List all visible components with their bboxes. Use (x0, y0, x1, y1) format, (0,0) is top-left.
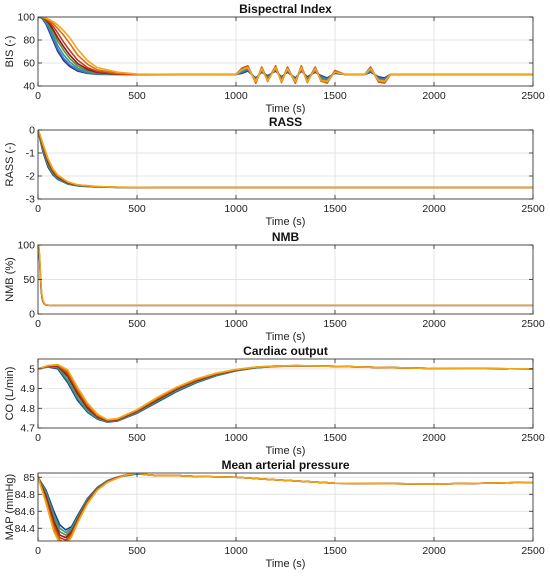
mean-arterial-pressure-xtick-label: 500 (128, 545, 146, 557)
cardiac-output-xtick-label: 1000 (224, 432, 248, 444)
cardiac-output-xtick-label: 2500 (521, 432, 545, 444)
nmb-xtick-label: 1500 (323, 318, 347, 330)
cardiac-output-title: Cardiac output (243, 344, 328, 358)
mean-arterial-pressure-xtick-label: 2500 (521, 545, 545, 557)
bispectral-index-xtick-label: 0 (35, 90, 41, 102)
cardiac-output-series-line-7 (38, 363, 533, 421)
rass-panel: 0 500 1000 1500 2000 2500 -3 -2 -1 0 RASS Time (s) R… (4, 115, 545, 228)
rass-ytick-label: 0 (29, 125, 35, 137)
nmb-series-line-3 (38, 245, 533, 307)
bispectral-index-series-line-8 (38, 17, 533, 83)
mean-arterial-pressure-xlabel: Time (s) (266, 558, 306, 570)
rass-series-group (38, 130, 533, 189)
cardiac-output-axes-frame (37, 358, 534, 429)
nmb-ytick-label: 50 (23, 274, 35, 286)
mean-arterial-pressure-ytick-label: 85 (23, 472, 35, 484)
mean-arterial-pressure-xtick-label: 2000 (422, 545, 446, 557)
bispectral-index-panel: 0 500 1000 1500 2000 2500 40 60 80 100 Bispectral … (4, 2, 545, 115)
bispectral-index-xtick-label: 500 (128, 90, 146, 102)
nmb-xtick-label: 2500 (521, 318, 545, 330)
mean-arterial-pressure-title: Mean arterial pressure (221, 458, 349, 472)
mean-arterial-pressure-series-line-7 (38, 473, 533, 541)
bispectral-index-xtick-label: 2500 (521, 90, 545, 102)
rass-ytick-label: -1 (26, 148, 35, 160)
bispectral-index-plot-area (38, 17, 533, 86)
cardiac-output-ylabel: CO (L/min) (4, 367, 16, 421)
rass-series-line-6 (38, 130, 533, 189)
bispectral-index-xtick-label: 1500 (323, 90, 347, 102)
cardiac-output-panel: 0 500 1000 1500 2000 2500 4.7 4.8 4.9 5 Cardiac ou… (4, 344, 545, 457)
nmb-ylabel: NMB (%) (4, 257, 16, 302)
cardiac-output-ytick-label: 4.9 (20, 383, 35, 395)
nmb-xtick-label: 1000 (224, 318, 248, 330)
bispectral-index-ytick-label: 80 (23, 35, 35, 47)
rass-xtick-label: 2000 (422, 203, 446, 215)
mean-arterial-pressure-xtick-label: 1000 (224, 545, 248, 557)
mean-arterial-pressure-ylabel: MAP (mmHg) (4, 474, 16, 540)
mean-arterial-pressure-ytick-label: 84.4 (15, 523, 36, 535)
rass-xtick-label: 1000 (224, 203, 248, 215)
bispectral-index-xlabel: Time (s) (266, 103, 306, 115)
nmb-xtick-label: 2000 (422, 318, 446, 330)
mean-arterial-pressure-panel: 0 500 1000 1500 2000 2500 84.4 84.6 84.8 85 Mean a… (4, 458, 545, 570)
bispectral-index-series-group (38, 17, 533, 84)
bispectral-index-axes-frame (37, 16, 534, 87)
mean-arterial-pressure-ytick-label: 84.8 (15, 489, 36, 501)
mean-arterial-pressure-xtick-label: 1500 (323, 545, 347, 557)
nmb-xlabel: Time (s) (266, 331, 306, 343)
rass-ytick-label: -2 (26, 171, 35, 183)
rass-ytick-label: -3 (26, 194, 35, 206)
nmb-title: NMB (272, 230, 300, 244)
bispectral-index-ytick-label: 100 (17, 12, 35, 24)
rass-xtick-label: 1500 (323, 203, 347, 215)
rass-xlabel: Time (s) (266, 216, 306, 228)
bispectral-index-xtick-label: 2000 (422, 90, 446, 102)
mean-arterial-pressure-ytick-label: 84.6 (15, 506, 36, 518)
cardiac-output-xtick-label: 500 (128, 432, 146, 444)
bispectral-index-ytick-label: 60 (23, 58, 35, 70)
nmb-panel: 0 500 1000 1500 2000 2500 0 50 100 NMB Time (s) NMB… (4, 230, 545, 343)
mean-arterial-pressure-xtick-label: 0 (35, 545, 41, 557)
rass-xtick-label: 500 (128, 203, 146, 215)
rass-ylabel: RASS (-) (4, 143, 16, 187)
rass-title: RASS (269, 115, 302, 129)
bispectral-index-ytick-label: 40 (23, 81, 35, 93)
cardiac-output-xlabel: Time (s) (266, 445, 306, 457)
cardiac-output-xtick-label: 1500 (323, 432, 347, 444)
cardiac-output-ytick-label: 5 (29, 363, 35, 375)
nmb-series-group (38, 245, 533, 307)
rass-xtick-label: 0 (35, 203, 41, 215)
mean-arterial-pressure-axes-frame (37, 472, 534, 542)
cardiac-output-series-group (38, 363, 533, 423)
bispectral-index-xtick-label: 1000 (224, 90, 248, 102)
rass-xtick-label: 2500 (521, 203, 545, 215)
rass-plot-area (38, 130, 533, 199)
nmb-ytick-label: 100 (17, 240, 35, 252)
bispectral-index-title: Bispectral Index (239, 2, 332, 16)
cardiac-output-xtick-label: 2000 (422, 432, 446, 444)
nmb-ytick-label: 0 (29, 309, 35, 321)
nmb-xtick-label: 0 (35, 318, 41, 330)
nmb-xtick-label: 500 (128, 318, 146, 330)
cardiac-output-xtick-label: 0 (35, 432, 41, 444)
cardiac-output-ytick-label: 4.8 (20, 403, 35, 415)
bispectral-index-ylabel: BIS (-) (4, 36, 16, 68)
mean-arterial-pressure-series-group (38, 473, 533, 541)
rass-axes-frame (37, 129, 534, 200)
cardiac-output-ytick-label: 4.7 (20, 423, 35, 435)
